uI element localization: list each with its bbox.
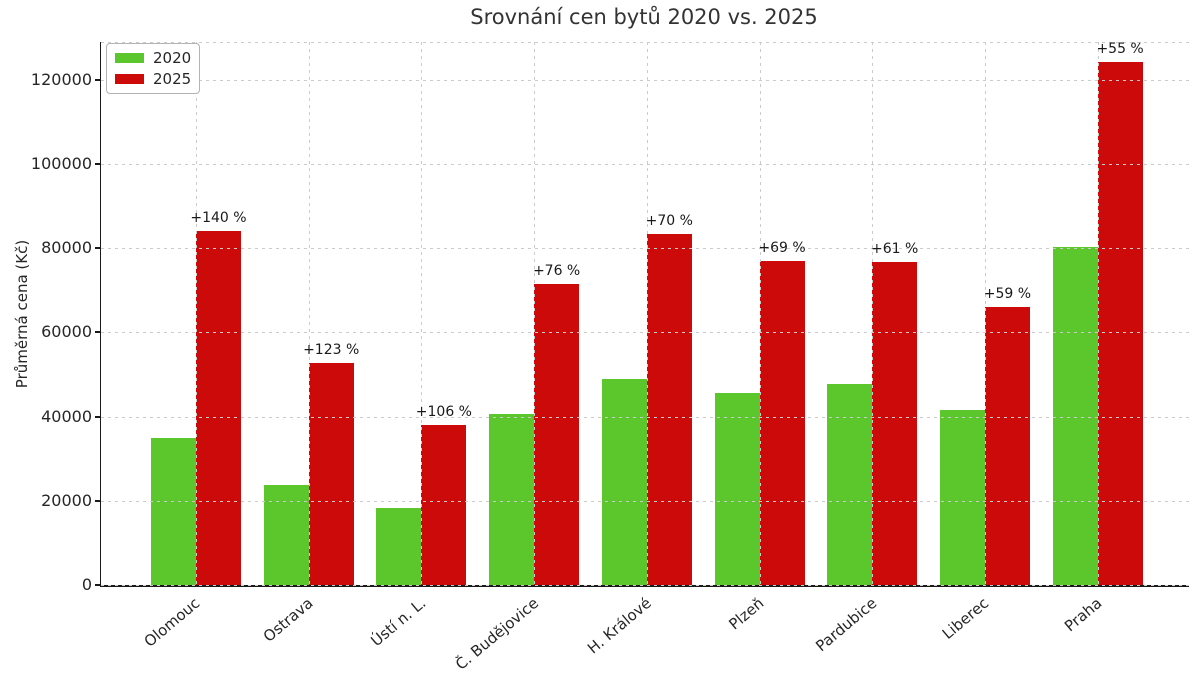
y-tick-mark bbox=[95, 499, 100, 502]
chart-title: Srovnání cen bytů 2020 vs. 2025 bbox=[470, 5, 818, 29]
x-tick-label: Praha bbox=[1060, 594, 1106, 636]
legend: 2020 2025 bbox=[106, 43, 201, 94]
bar-2020 bbox=[939, 410, 985, 585]
y-tick-label: 120000 bbox=[30, 69, 92, 89]
gridline-vertical bbox=[646, 42, 648, 585]
bar-2025 bbox=[534, 283, 580, 585]
gridline-horizontal bbox=[101, 585, 1189, 586]
gridline-vertical bbox=[759, 42, 761, 585]
gridline-vertical bbox=[308, 42, 310, 585]
gridline-vertical bbox=[421, 42, 423, 585]
gridline-vertical bbox=[1097, 42, 1099, 585]
bar-annotation: +70 % bbox=[645, 213, 693, 230]
bar-2020 bbox=[489, 413, 535, 585]
bar-annotation: +69 % bbox=[758, 240, 806, 257]
bar-2020 bbox=[263, 485, 309, 585]
plot-area: +140 % +123 % +106 % +76 % +70 % +69 % +61 % +5… bbox=[100, 40, 1189, 587]
bar-2025 bbox=[984, 307, 1030, 585]
x-tick-label: Pardubice bbox=[811, 594, 880, 656]
y-tick-label: 40000 bbox=[41, 406, 92, 426]
gridline-horizontal bbox=[101, 332, 1189, 334]
legend-label-2020: 2020 bbox=[153, 49, 192, 67]
bar-annotation: +61 % bbox=[871, 240, 919, 257]
bar-2025 bbox=[872, 261, 918, 585]
bar-2025 bbox=[196, 231, 241, 585]
bar-2020 bbox=[601, 378, 647, 585]
bar-2025 bbox=[308, 362, 354, 585]
bar-annotation: +106 % bbox=[415, 404, 472, 421]
y-tick-label: 20000 bbox=[41, 490, 92, 510]
legend-item-2025: 2025 bbox=[115, 70, 191, 88]
y-tick-mark bbox=[95, 247, 100, 250]
x-tick-label: Ostrava bbox=[259, 594, 317, 646]
bar-annotation: +123 % bbox=[303, 341, 360, 358]
gridline-vertical bbox=[196, 42, 197, 585]
bar-2020 bbox=[827, 384, 873, 585]
gridline-vertical bbox=[872, 42, 874, 585]
gridline-vertical bbox=[534, 42, 536, 585]
bar-annotation: +55 % bbox=[1096, 40, 1144, 57]
bar-2025 bbox=[421, 425, 467, 585]
bar-annotation: +140 % bbox=[190, 210, 247, 227]
bar-2020 bbox=[376, 507, 422, 585]
y-tick-label: 100000 bbox=[30, 154, 92, 173]
bar-2020 bbox=[714, 393, 760, 585]
y-tick-mark bbox=[95, 584, 100, 586]
gridline-horizontal bbox=[101, 79, 1189, 81]
legend-swatch-2025 bbox=[115, 74, 144, 84]
gridline-horizontal bbox=[101, 164, 1189, 165]
y-tick-mark bbox=[95, 163, 100, 165]
legend-label-2025: 2025 bbox=[153, 70, 192, 88]
bar-2025 bbox=[759, 261, 805, 585]
y-tick-mark bbox=[95, 415, 100, 418]
gridline-vertical bbox=[984, 42, 986, 585]
x-tick-label: Č. Budějovice bbox=[451, 594, 542, 674]
gridline-horizontal bbox=[101, 500, 1189, 502]
legend-swatch-2020 bbox=[115, 53, 144, 63]
bar-2025 bbox=[1097, 61, 1143, 585]
bar-2020 bbox=[1052, 247, 1098, 585]
y-tick-label: 80000 bbox=[41, 238, 92, 258]
x-tick-label: Ústí n. L. bbox=[367, 594, 429, 651]
y-tick-label: 0 bbox=[81, 575, 92, 594]
y-tick-mark bbox=[95, 331, 100, 334]
x-tick-label: H. Králové bbox=[583, 594, 655, 658]
x-tick-label: Olomouc bbox=[140, 594, 204, 651]
y-tick-mark bbox=[95, 78, 100, 81]
plot-top-edge bbox=[101, 42, 1189, 43]
gridline-horizontal bbox=[101, 248, 1189, 250]
legend-item-2020: 2020 bbox=[115, 49, 191, 67]
bar-2025 bbox=[646, 234, 692, 585]
x-tick-label: Liberec bbox=[939, 594, 993, 643]
x-tick-label: Plzeň bbox=[724, 594, 768, 634]
bar-2020 bbox=[151, 437, 196, 585]
bar-annotation: +76 % bbox=[532, 262, 581, 279]
y-tick-label: 60000 bbox=[41, 322, 92, 342]
bar-annotation: +59 % bbox=[983, 286, 1032, 303]
gridline-horizontal bbox=[101, 416, 1189, 418]
